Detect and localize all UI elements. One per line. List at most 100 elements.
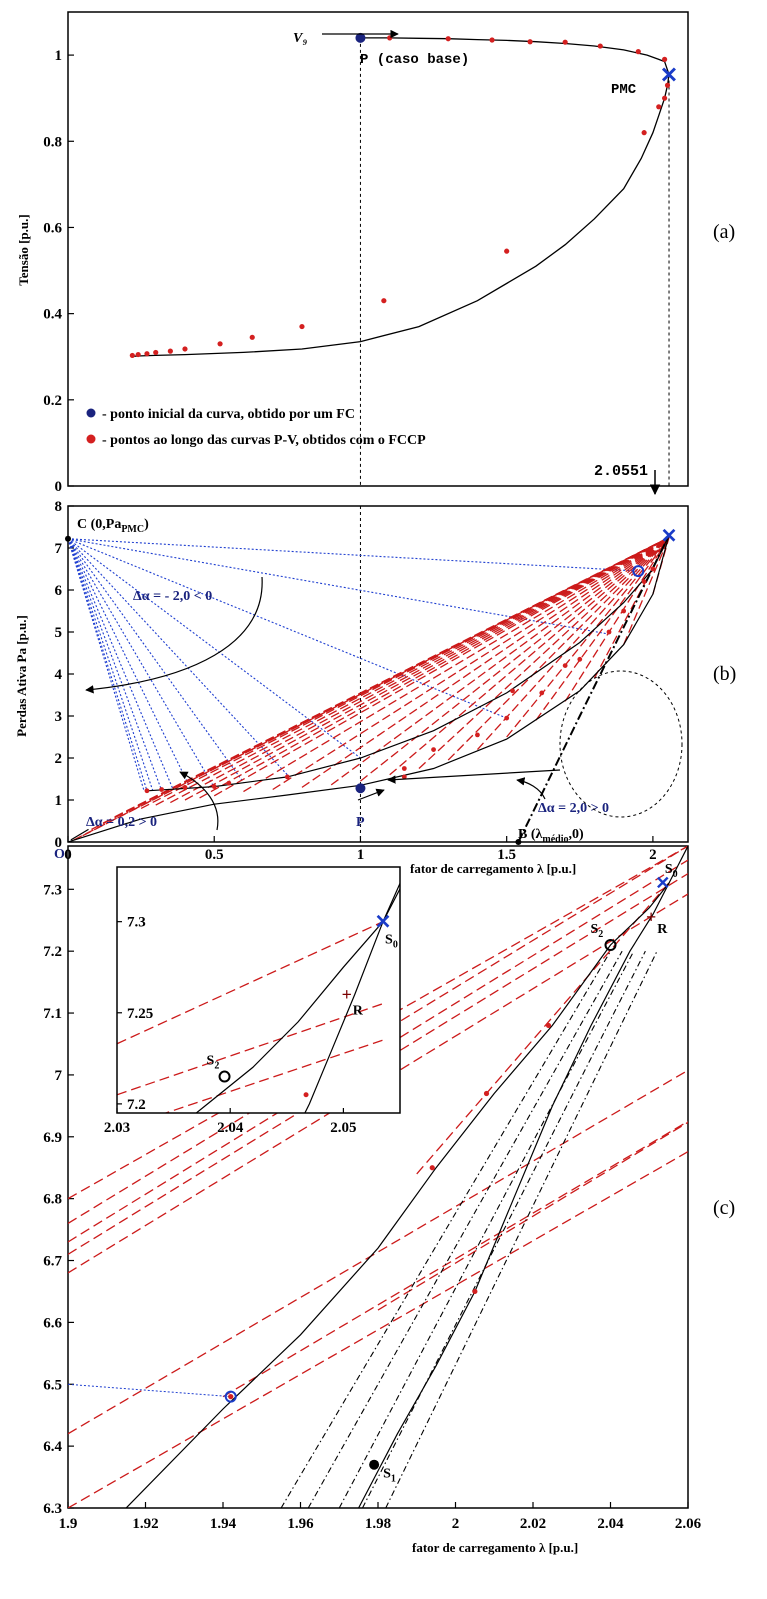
panel-a-red-point [299, 323, 305, 330]
panel-b-red-point [401, 774, 407, 780]
panel-a-ytick-label: 1 [55, 48, 63, 64]
panel-b-blue-dotted-lines [68, 538, 639, 791]
panel-b-red-dashed-line [199, 536, 670, 799]
panel-b-red-point [641, 579, 647, 584]
panel-b-red-point [211, 784, 217, 789]
panel-a-red-point [504, 248, 510, 254]
panel-a: 0 0.2 0.4 0.6 0.8 1 Tensão [p.u.] ✕ V₉ P (cas… [16, 11, 689, 496]
panel-b-red-dashed-line [564, 537, 670, 702]
inset-s2-point [218, 1070, 231, 1083]
panel-c-s1-label: S1 [383, 1467, 396, 1485]
panel-b-red-dashed-line [184, 536, 670, 801]
panel-b-red-point [539, 690, 545, 696]
panel-c-y-ticks: 6.3 6.4 6.5 6.6 6.7 6.8 6.9 7 7.1 7.2 7.3 [43, 882, 74, 1517]
panel-b-blue-dotted-line [68, 538, 154, 791]
panel-b-red-dashed-line [301, 536, 670, 788]
panel-c-ytick-label: 6.9 [43, 1130, 62, 1146]
panel-b-b-point [515, 839, 522, 845]
inset-red-points [303, 1092, 309, 1098]
panel-b-red-point [510, 688, 515, 694]
panel-c-red-dashed-line [416, 882, 670, 1175]
inset-s2-main: S [207, 1054, 215, 1069]
inset-r-plus: + [342, 985, 352, 1005]
panel-b-blue-dotted-line [68, 538, 215, 788]
panel-a-red-point [662, 95, 668, 101]
panel-c-red-point [545, 1022, 552, 1029]
panel-c-ytick-label: 6.6 [43, 1315, 62, 1331]
panel-c-r-plus: + [646, 907, 656, 927]
panel-a-ytick-label: 0.8 [43, 134, 62, 150]
panel-b-ytick-label: 7 [55, 541, 63, 557]
panel-b-xtick-label: 2 [649, 847, 657, 863]
panel-c-red-point [429, 1165, 435, 1171]
panel-label-a: (a) [713, 221, 735, 243]
panel-a-pmc-label: PMC [611, 82, 637, 98]
panel-c-red-point [228, 1394, 234, 1400]
panel-c-ytick-label: 6.8 [43, 1192, 62, 1208]
panel-b-b-label-sub: médio [542, 834, 568, 845]
panel-c-r-label: R [657, 922, 668, 937]
panel-b-red-dashed-line [126, 536, 670, 813]
panel-b-red-point [504, 715, 510, 721]
panel-c-s2-point [604, 938, 617, 951]
panel-a-red-point [662, 56, 668, 63]
panel-b-blue-dotted-line [68, 538, 244, 783]
panel-c-ytick-label: 6.4 [43, 1439, 62, 1455]
inset-y-ticks: 7.2 7.25 7.3 [117, 915, 153, 1113]
panel-a-p-label: P (caso base) [360, 52, 469, 68]
panel-c-ytick-label: 6.3 [43, 1501, 62, 1517]
panel-c-ytick-label: 7.2 [43, 944, 62, 960]
panel-b-blue-dotted-line [68, 538, 174, 791]
panel-b-o-label: O [54, 847, 65, 862]
panel-b-pos-label-right: Δα = 2,0 > 0 [538, 801, 609, 816]
panel-a-red-points [129, 35, 671, 359]
panel-c-xtick-label: 2 [452, 1516, 460, 1532]
panel-a-ytick-label: 0 [55, 479, 63, 495]
panel-b-c-label-sub: PMC [121, 524, 144, 535]
panel-c-lower-curve [358, 882, 670, 1508]
panel-a-red-point [597, 43, 603, 49]
panel-b-ytick-label: 3 [55, 709, 63, 725]
panel-c-xtick-label: 1.96 [287, 1516, 314, 1532]
panel-b-red-dashed-line [389, 537, 670, 776]
panel-b-right-arc-arrow [516, 777, 546, 800]
panel-b-c-label: C (0,PaPMC) [77, 517, 149, 535]
panel-c-blue-dotted-line [68, 1383, 231, 1398]
inset-xtick-label: 2.03 [104, 1120, 130, 1136]
panel-c-ytick-label: 6.5 [43, 1377, 62, 1393]
panel-b-red-dashed-line [506, 537, 670, 738]
panel-b-pos-label-left: Δα = 0,2 > 0 [86, 815, 157, 830]
panel-b-red-dashed-line [140, 536, 670, 809]
panel-b-red-point [284, 774, 290, 780]
panel-a-red-point [562, 39, 568, 45]
panel-c-red-point [483, 1090, 490, 1097]
panel-label-c: (c) [713, 1197, 735, 1219]
panel-b-upper-curve [146, 535, 670, 792]
panel-b-pmc-cross: ✕ [661, 525, 678, 547]
inset-xtick-label: 2.05 [330, 1120, 356, 1136]
panel-b-red-dashed-line [476, 537, 670, 751]
panel-c-s2-main: S [591, 922, 599, 937]
panel-b-red-point [431, 747, 436, 752]
panel-b-red-point [226, 780, 232, 786]
panel-b-b-label-close: ,0) [569, 827, 585, 842]
panel-c-x-axis-label: fator de carregamento λ [p.u.] [412, 1540, 578, 1555]
panel-b-ytick-label: 0 [55, 835, 63, 851]
panel-b-red-dashed-line [535, 537, 670, 721]
panel-b-ytick-label: 5 [55, 625, 63, 641]
panel-c-red-dashed-line [377, 1121, 688, 1311]
panel-c-s0-main: S [665, 862, 673, 877]
panel-a-red-point [641, 130, 647, 136]
panel-a-pv-curve [132, 37, 670, 357]
panel-c-s0-sub: 0 [673, 869, 678, 880]
panel-b-ytick-label: 6 [55, 583, 63, 599]
panel-b-lower-start [70, 828, 89, 841]
panel-b-red-dashed-line [272, 536, 670, 791]
panel-a-legend-dark-marker [86, 408, 96, 418]
panel-b-red-point [606, 629, 612, 635]
inset-xtick-label: 2.04 [217, 1120, 244, 1136]
panel-c-s2-label: S2 [591, 922, 604, 940]
panel-b-b-label: B (λmédio,0) [518, 827, 584, 845]
panel-b-c-label-main: C (0,Pa [77, 517, 121, 532]
